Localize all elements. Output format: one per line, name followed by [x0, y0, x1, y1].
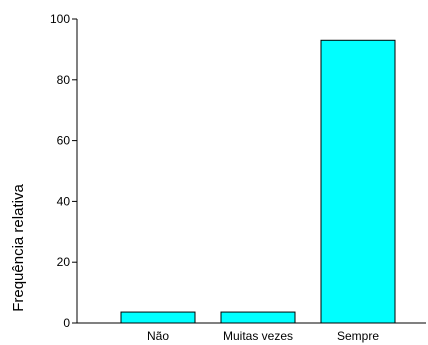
x-tick-label: Sempre: [337, 329, 379, 343]
x-axis: Não Muitas vezes Sempre: [77, 322, 426, 343]
x-tick-label: Não: [147, 329, 169, 343]
bar-1: [120, 311, 196, 324]
y-tick-label: 100: [50, 12, 70, 26]
y-axis-title: Frequência relativa: [10, 184, 27, 312]
y-tick-label: 60: [57, 134, 71, 148]
bar-3: [320, 39, 396, 324]
y-tick-label: 80: [57, 73, 71, 87]
bars: [120, 39, 396, 324]
bar-2: [220, 311, 296, 324]
x-tick-label: Muitas vezes: [223, 329, 293, 343]
y-tick-label: 40: [57, 194, 71, 208]
y-tick-label: 0: [63, 316, 70, 330]
y-axis: 0 20 40 60 80 100: [50, 12, 78, 330]
y-tick-label: 20: [57, 255, 71, 269]
